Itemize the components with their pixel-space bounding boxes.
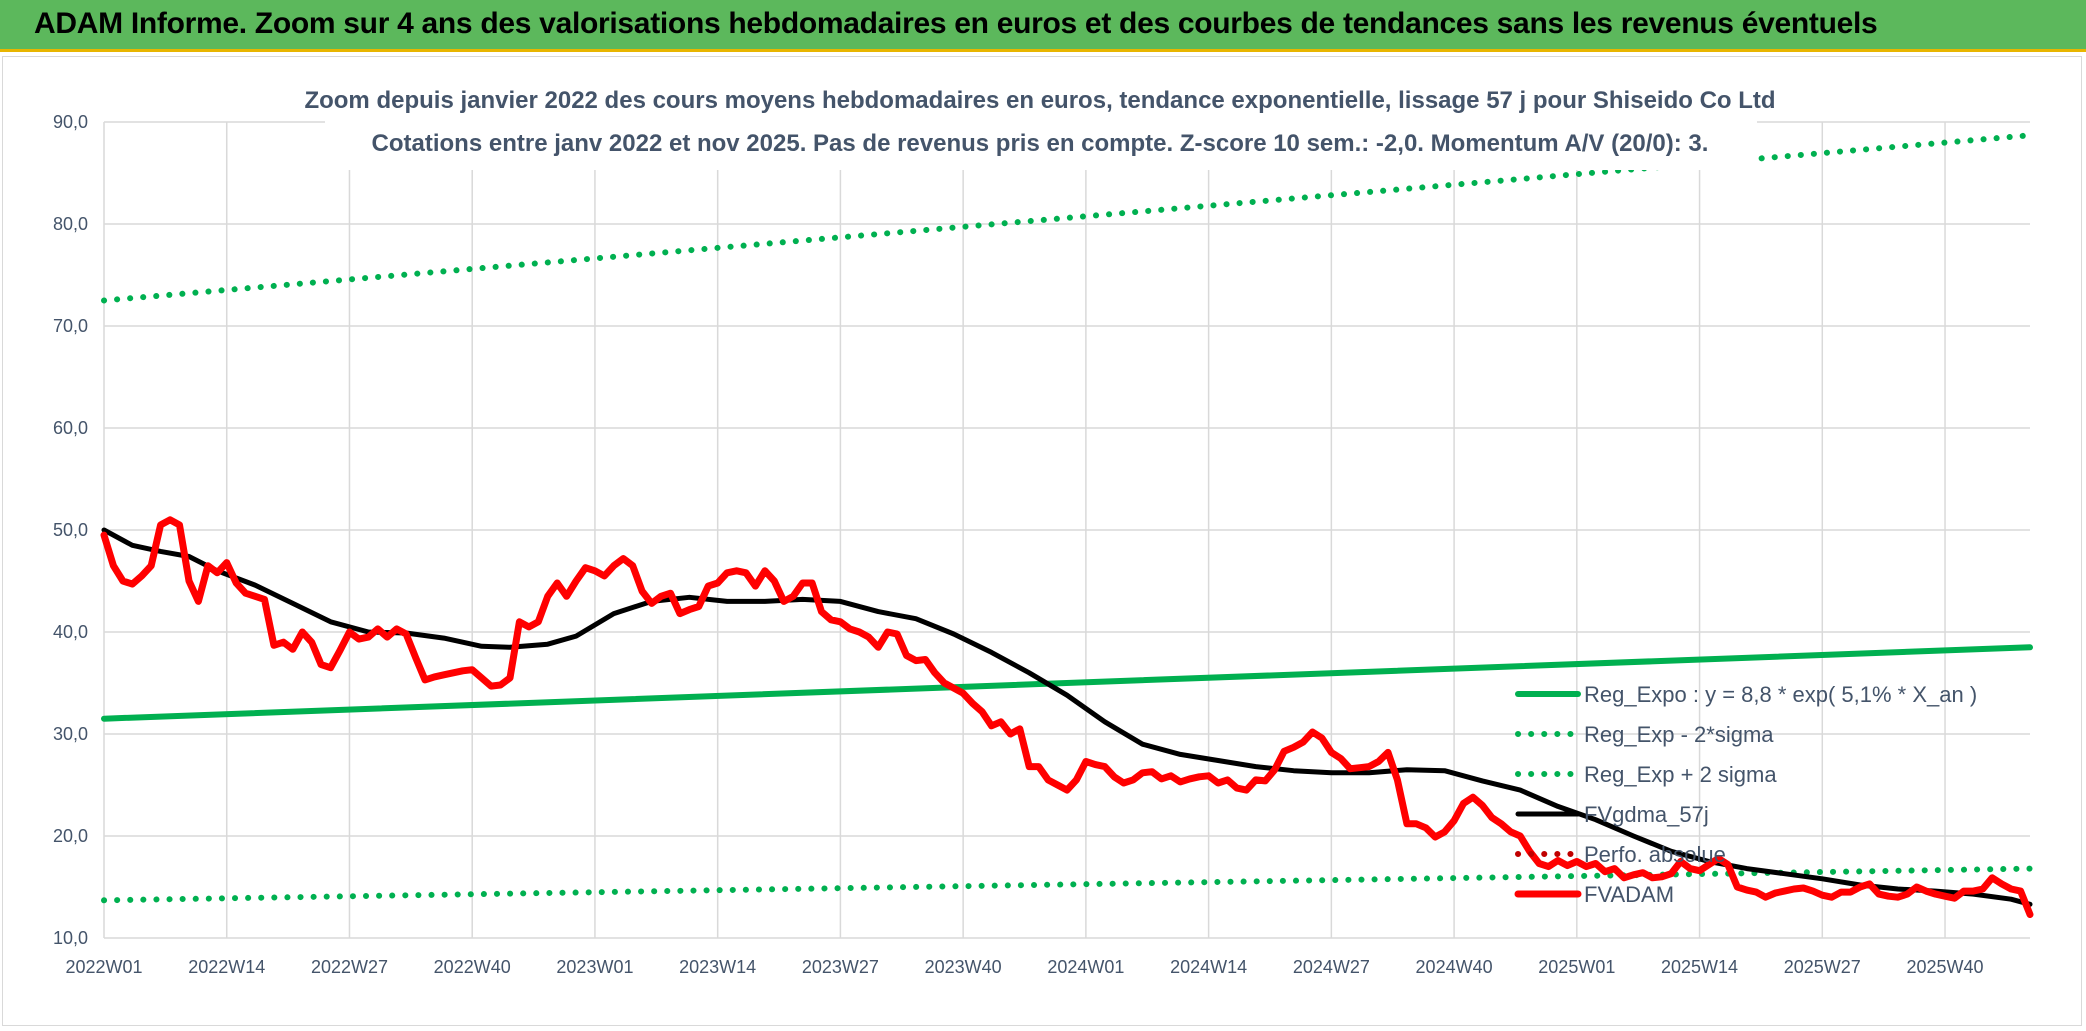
x-tick-label: 2025W27 [1784, 957, 1861, 977]
y-tick-label: 70,0 [53, 316, 88, 336]
series-line-0 [101, 644, 2033, 722]
chart-title-line-1: Zoom depuis janvier 2022 des cours moyen… [304, 87, 1775, 114]
x-tick-label: 2024W40 [1416, 957, 1493, 977]
legend-label-0: Reg_Expo : y = 8,8 * exp( 5,1% * X_an ) [1584, 682, 1977, 707]
y-tick-label: 60,0 [53, 418, 88, 438]
legend: Reg_Expo : y = 8,8 * exp( 5,1% * X_an ) R… [1514, 682, 1977, 907]
x-tick-label: 2023W27 [802, 957, 879, 977]
header-banner: ADAM Informe. Zoom sur 4 ans des valoris… [0, 0, 2086, 52]
series-layer [100, 132, 2034, 918]
x-tick-label: 2023W01 [556, 957, 633, 977]
series-line-3 [101, 527, 2033, 907]
y-tick-label: 50,0 [53, 520, 88, 540]
x-tick-label: 2022W14 [188, 957, 265, 977]
x-tick-label: 2025W14 [1661, 957, 1738, 977]
legend-label-3: FVgdma_57j [1584, 802, 1709, 827]
legend-label-2: Reg_Exp + 2 sigma [1584, 762, 1777, 787]
x-tick-label: 2025W40 [1906, 957, 1983, 977]
x-tick-label: 2022W40 [434, 957, 511, 977]
chart-frame [2, 56, 2082, 1026]
series-line-5 [100, 516, 2034, 918]
series-line-1 [101, 865, 2033, 904]
axis-labels: 10,0 20,0 30,0 40,0 50,0 60,0 70,0 80,0 90,0 2022… [53, 112, 1984, 977]
legend-label-5: FVADAM [1584, 882, 1674, 907]
grid [103, 121, 2030, 939]
y-tick-label: 30,0 [53, 724, 88, 744]
x-tick-label: 2024W27 [1293, 957, 1370, 977]
x-tick-label: 2024W14 [1170, 957, 1247, 977]
page-title: ADAM Informe. Zoom sur 4 ans des valoris… [34, 7, 1878, 40]
x-tick-label: 2023W40 [925, 957, 1002, 977]
y-tick-label: 90,0 [53, 112, 88, 132]
x-tick-label: 2022W27 [311, 957, 388, 977]
x-tick-label: 2024W01 [1047, 957, 1124, 977]
legend-label-4: Perfo. absolue [1584, 842, 1726, 867]
x-tick-label: 2023W14 [679, 957, 756, 977]
y-tick-label: 10,0 [53, 928, 88, 948]
x-tick-label: 2025W01 [1538, 957, 1615, 977]
y-tick-label: 40,0 [53, 622, 88, 642]
x-tick-label: 2022W01 [65, 957, 142, 977]
chart-title-line-2: Cotations entre janv 2022 et nov 2025. P… [372, 130, 1709, 157]
chart-title: Zoom depuis janvier 2022 des cours moyen… [304, 72, 1776, 170]
chart-title-background [325, 72, 1757, 170]
legend-label-1: Reg_Exp - 2*sigma [1584, 722, 1774, 747]
y-tick-label: 80,0 [53, 214, 88, 234]
y-tick-label: 20,0 [53, 826, 88, 846]
